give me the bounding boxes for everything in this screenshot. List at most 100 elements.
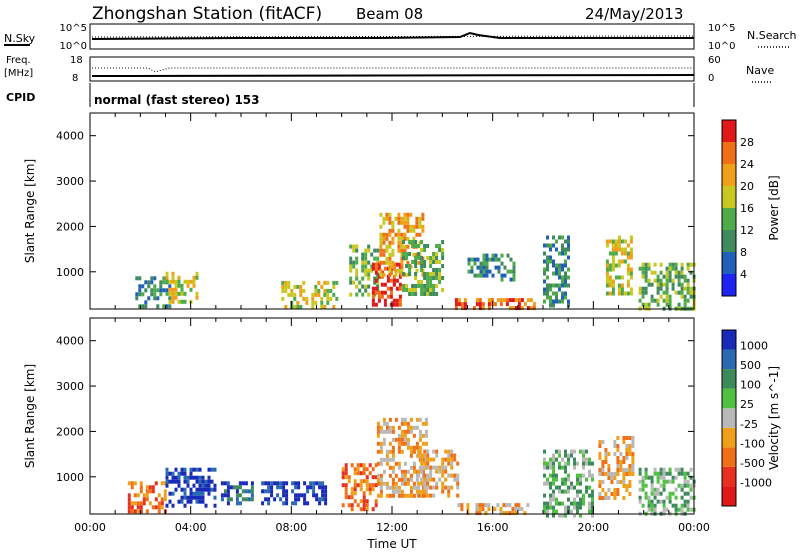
range-cell: [558, 465, 561, 470]
range-cell: [546, 509, 549, 514]
range-cell: [391, 445, 395, 450]
range-cell: [683, 503, 687, 508]
range-cell: [629, 267, 633, 272]
range-cell: [352, 280, 356, 285]
range-cell: [671, 262, 675, 267]
range-cell: [356, 467, 360, 472]
range-cell: [605, 291, 609, 296]
range-cell: [276, 493, 280, 498]
range-cell: [385, 248, 389, 253]
range-cell: [564, 465, 567, 470]
range-cell: [382, 272, 386, 277]
range-cell: [385, 260, 389, 265]
range-cell: [605, 283, 609, 288]
range-cell: [406, 481, 410, 486]
range-cell: [561, 291, 564, 296]
range-cell: [147, 280, 151, 285]
range-cell: [558, 489, 561, 494]
range-cell: [570, 509, 573, 514]
range-cell: [420, 457, 424, 462]
colorbar-swatch: [722, 388, 736, 409]
range-cell: [356, 471, 360, 476]
range-cell: [509, 257, 513, 262]
range-cell: [353, 467, 357, 472]
range-cell: [294, 485, 298, 490]
range-cell: [623, 259, 627, 264]
range-cell: [576, 461, 579, 466]
range-cell: [611, 263, 615, 268]
range-cell: [561, 513, 564, 518]
range-cell: [546, 513, 549, 518]
range-cell: [659, 491, 663, 496]
range-cell: [318, 501, 322, 506]
range-cell: [303, 501, 307, 506]
range-cell: [392, 282, 396, 287]
range-cell: [168, 296, 172, 301]
range-cell: [285, 497, 289, 502]
range-cell: [611, 243, 615, 248]
range-cell: [388, 417, 392, 422]
range-cell: [514, 306, 518, 311]
range-cell: [174, 295, 178, 300]
range-cell: [392, 278, 396, 283]
range-cell: [317, 292, 321, 297]
range-cell: [647, 266, 651, 271]
range-cell: [549, 259, 552, 264]
range-cell: [656, 479, 660, 484]
range-cell: [385, 485, 389, 490]
range-cell: [619, 480, 623, 484]
colorbar-tick-label: 12: [740, 224, 754, 237]
range-cell: [638, 487, 642, 492]
range-cell: [303, 497, 307, 502]
range-cell: [512, 273, 516, 278]
range-cell: [321, 485, 325, 490]
range-cell: [391, 493, 395, 498]
range-cell: [408, 252, 412, 256]
range-cell: [444, 449, 448, 454]
range-cell: [479, 261, 483, 266]
data-patch-11: [638, 467, 696, 516]
range-cell: [610, 472, 614, 476]
range-cell: [250, 481, 254, 486]
range-cell: [601, 440, 605, 444]
range-cell: [320, 296, 324, 301]
range-cell: [411, 240, 415, 244]
nsky-bottom-label: 10^0: [60, 41, 87, 52]
range-cell: [400, 421, 404, 426]
range-cell: [523, 302, 527, 307]
range-cell: [456, 461, 460, 466]
range-cell: [567, 489, 570, 494]
range-cell: [159, 288, 163, 293]
range-cell: [201, 487, 205, 492]
range-cell: [326, 280, 330, 285]
range-cell: [153, 284, 157, 289]
range-cell: [414, 256, 418, 260]
range-cell: [588, 485, 591, 490]
range-cell: [352, 244, 356, 249]
range-cell: [558, 287, 561, 292]
range-cell: [426, 453, 430, 458]
range-cell: [314, 288, 318, 293]
range-cell: [543, 243, 546, 248]
range-cell: [195, 291, 199, 296]
range-cell: [406, 220, 410, 225]
range-cell: [282, 489, 286, 494]
range-cell: [552, 469, 555, 474]
colorbar-tick-label: -1000: [740, 476, 772, 489]
range-cell: [588, 457, 591, 462]
range-cell: [168, 299, 172, 304]
range-cell: [174, 487, 178, 492]
range-cell: [665, 302, 669, 307]
range-cell: [264, 497, 268, 502]
range-cell: [558, 275, 561, 280]
range-cell: [543, 449, 546, 454]
range-cell: [287, 280, 291, 285]
range-cell: [638, 298, 642, 303]
range-cell: [680, 507, 684, 512]
range-cell: [659, 286, 663, 291]
data-patch-6: [379, 212, 425, 277]
range-cell: [290, 292, 294, 297]
range-cell: [423, 284, 427, 288]
range-cell: [641, 302, 645, 307]
